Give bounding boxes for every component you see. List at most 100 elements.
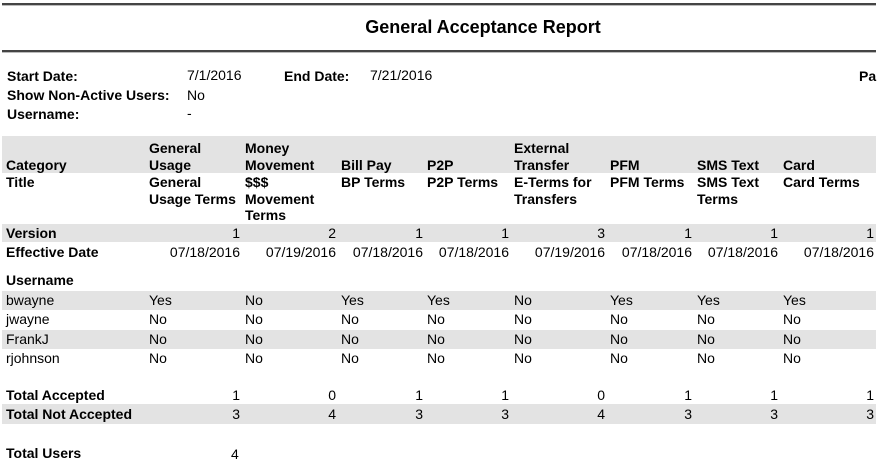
column-total-accepted: 1 bbox=[866, 387, 874, 403]
start-date-value: 7/1/2016 bbox=[187, 67, 242, 83]
total-not-accepted-band bbox=[2, 404, 876, 424]
column-title: Card Terms bbox=[783, 174, 860, 190]
show-non-active-value: No bbox=[187, 87, 205, 103]
column-version: 1 bbox=[232, 225, 240, 241]
column-version: 1 bbox=[684, 225, 692, 241]
acceptance-value: No bbox=[427, 311, 445, 327]
effective-date-row-label: Effective Date bbox=[6, 244, 99, 260]
column-category: Bill Pay bbox=[341, 157, 392, 173]
acceptance-value: Yes bbox=[427, 292, 450, 308]
acceptance-value: No bbox=[697, 331, 715, 347]
acceptance-value: Yes bbox=[610, 292, 633, 308]
column-total-not-accepted: 3 bbox=[415, 406, 423, 422]
acceptance-value: No bbox=[783, 311, 801, 327]
acceptance-value: No bbox=[783, 331, 801, 347]
column-total-not-accepted: 3 bbox=[866, 406, 874, 422]
column-effective-date: 07/18/2016 bbox=[707, 244, 778, 260]
column-effective-date: 07/18/2016 bbox=[621, 244, 692, 260]
user-name: FrankJ bbox=[6, 331, 49, 347]
column-total-accepted: 1 bbox=[415, 387, 423, 403]
acceptance-value: No bbox=[245, 311, 263, 327]
acceptance-value: No bbox=[697, 350, 715, 366]
column-category: General Usage bbox=[149, 140, 202, 173]
acceptance-value: No bbox=[514, 350, 532, 366]
column-title: $$$ Movement Terms bbox=[245, 174, 315, 223]
column-effective-date: 07/18/2016 bbox=[438, 244, 509, 260]
column-total-not-accepted: 3 bbox=[501, 406, 509, 422]
acceptance-value: Yes bbox=[341, 292, 364, 308]
total-users-value: 4 bbox=[231, 446, 239, 462]
column-total-accepted: 1 bbox=[501, 387, 509, 403]
user-row-band-3 bbox=[2, 330, 876, 349]
column-total-not-accepted: 3 bbox=[684, 406, 692, 422]
version-band bbox=[2, 224, 876, 242]
title-row-label: Title bbox=[6, 174, 35, 190]
user-name: jwayne bbox=[6, 311, 50, 327]
column-version: 1 bbox=[770, 225, 778, 241]
end-date-label: End Date: bbox=[284, 68, 350, 84]
total-users-label: Total Users bbox=[6, 445, 82, 461]
end-date-value: 7/21/2016 bbox=[370, 67, 433, 83]
acceptance-value: No bbox=[427, 350, 445, 366]
column-total-accepted: 0 bbox=[328, 387, 336, 403]
acceptance-value: No bbox=[149, 311, 167, 327]
column-category: Card bbox=[783, 157, 815, 173]
column-effective-date: 07/18/2016 bbox=[803, 244, 874, 260]
column-effective-date: 07/19/2016 bbox=[534, 244, 605, 260]
acceptance-value: No bbox=[697, 311, 715, 327]
page-label: Pa bbox=[859, 68, 877, 84]
username-filter-value: - bbox=[187, 105, 192, 121]
acceptance-value: No bbox=[245, 292, 263, 308]
column-category: PFM bbox=[610, 157, 640, 173]
column-title: PFM Terms bbox=[610, 174, 685, 190]
acceptance-value: No bbox=[514, 331, 532, 347]
user-name: bwayne bbox=[6, 292, 55, 308]
start-date-label: Start Date: bbox=[7, 68, 78, 84]
acceptance-value: No bbox=[610, 350, 628, 366]
acceptance-value: No bbox=[245, 350, 263, 366]
username-filter-label: Username: bbox=[7, 106, 80, 122]
column-version: 2 bbox=[328, 225, 336, 241]
total-accepted-label: Total Accepted bbox=[6, 387, 105, 403]
column-total-not-accepted: 3 bbox=[770, 406, 778, 422]
category-band bbox=[2, 136, 876, 173]
top-rule bbox=[2, 3, 876, 6]
total-not-accepted-label: Total Not Accepted bbox=[6, 406, 133, 422]
column-effective-date: 07/19/2016 bbox=[265, 244, 336, 260]
title-rule bbox=[2, 50, 876, 53]
column-total-accepted: 1 bbox=[232, 387, 240, 403]
column-total-not-accepted: 4 bbox=[597, 406, 605, 422]
column-title: SMS Text Terms bbox=[697, 174, 759, 207]
column-category: SMS Text bbox=[697, 157, 759, 173]
column-version: 1 bbox=[501, 225, 509, 241]
user-row-band-1 bbox=[2, 291, 876, 310]
column-total-accepted: 1 bbox=[770, 387, 778, 403]
column-version: 1 bbox=[866, 225, 874, 241]
acceptance-value: Yes bbox=[149, 292, 172, 308]
acceptance-value: No bbox=[245, 331, 263, 347]
username-header: Username bbox=[6, 272, 74, 288]
column-version: 1 bbox=[415, 225, 423, 241]
category-row-label: Category bbox=[6, 157, 67, 173]
user-name: rjohnson bbox=[6, 350, 60, 366]
column-title: E-Terms for Transfers bbox=[514, 174, 592, 207]
column-total-not-accepted: 4 bbox=[328, 406, 336, 422]
column-category: Money Movement bbox=[245, 140, 315, 173]
acceptance-value: No bbox=[149, 331, 167, 347]
column-effective-date: 07/18/2016 bbox=[352, 244, 423, 260]
acceptance-value: No bbox=[514, 292, 532, 308]
acceptance-value: No bbox=[610, 311, 628, 327]
acceptance-value: No bbox=[341, 331, 359, 347]
report-title: General Acceptance Report bbox=[365, 17, 601, 37]
column-effective-date: 07/18/2016 bbox=[169, 244, 240, 260]
column-version: 3 bbox=[597, 225, 605, 241]
version-row-label: Version bbox=[6, 225, 57, 241]
column-category: External Transfer bbox=[514, 140, 570, 173]
acceptance-value: No bbox=[514, 311, 532, 327]
acceptance-value: No bbox=[341, 350, 359, 366]
column-total-accepted: 1 bbox=[684, 387, 692, 403]
column-title: P2P Terms bbox=[427, 174, 499, 190]
column-category: P2P bbox=[427, 157, 454, 173]
acceptance-value: No bbox=[783, 350, 801, 366]
acceptance-value: Yes bbox=[697, 292, 720, 308]
